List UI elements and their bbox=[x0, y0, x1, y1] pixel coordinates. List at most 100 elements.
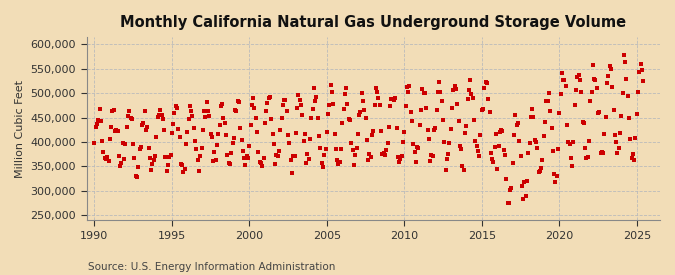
Point bbox=[94, 107, 105, 111]
Point bbox=[635, 62, 646, 67]
Point bbox=[128, 142, 138, 146]
Point bbox=[514, 139, 524, 143]
Point bbox=[614, 131, 625, 135]
Point bbox=[437, 118, 448, 122]
Point bbox=[621, 77, 632, 81]
Point bbox=[235, 126, 246, 130]
Point bbox=[515, 154, 526, 158]
Point bbox=[454, 144, 465, 148]
Point bbox=[338, 107, 349, 111]
Point bbox=[109, 128, 120, 133]
Point bbox=[212, 143, 223, 147]
Point bbox=[333, 161, 344, 166]
Point bbox=[556, 71, 567, 75]
Point bbox=[126, 117, 137, 121]
Point bbox=[412, 145, 423, 149]
Point bbox=[223, 161, 234, 165]
Point bbox=[492, 166, 503, 171]
Point bbox=[624, 116, 634, 120]
Point bbox=[209, 150, 220, 155]
Point bbox=[429, 127, 439, 132]
Point bbox=[567, 164, 578, 168]
Point bbox=[93, 118, 104, 123]
Point bbox=[560, 84, 571, 89]
Point bbox=[292, 106, 302, 111]
Point bbox=[261, 109, 271, 113]
Point bbox=[377, 152, 387, 156]
Point bbox=[605, 67, 616, 71]
Point bbox=[626, 156, 637, 161]
Point bbox=[563, 140, 574, 144]
Point bbox=[183, 116, 194, 121]
Point bbox=[89, 141, 100, 145]
Point bbox=[277, 103, 288, 108]
Point bbox=[632, 90, 643, 94]
Point bbox=[570, 88, 581, 93]
Point bbox=[286, 158, 296, 163]
Point bbox=[504, 201, 514, 206]
Point bbox=[368, 129, 379, 133]
Point bbox=[265, 95, 275, 100]
Point bbox=[169, 111, 180, 116]
Point bbox=[246, 102, 257, 107]
Point bbox=[551, 174, 562, 178]
Point bbox=[444, 140, 455, 145]
Point bbox=[304, 137, 315, 141]
Point bbox=[475, 132, 486, 137]
Point bbox=[574, 78, 585, 82]
Point bbox=[595, 150, 606, 155]
Point bbox=[464, 87, 475, 92]
Point bbox=[379, 153, 390, 157]
Point bbox=[607, 85, 618, 90]
Point bbox=[136, 145, 146, 149]
Point bbox=[555, 92, 566, 96]
Point bbox=[573, 73, 584, 77]
Point bbox=[213, 132, 223, 136]
Point bbox=[516, 184, 527, 188]
Point bbox=[433, 89, 443, 94]
Point bbox=[630, 136, 641, 140]
Point bbox=[450, 84, 460, 89]
Point bbox=[328, 102, 339, 106]
Point bbox=[525, 115, 536, 119]
Point bbox=[310, 98, 321, 103]
Point bbox=[425, 159, 435, 164]
Point bbox=[495, 128, 506, 133]
Title: Monthly California Natural Gas Underground Storage Volume: Monthly California Natural Gas Undergrou… bbox=[120, 15, 626, 30]
Point bbox=[620, 59, 630, 64]
Point bbox=[226, 151, 237, 156]
Point bbox=[178, 170, 189, 174]
Point bbox=[132, 174, 142, 179]
Point bbox=[102, 155, 113, 159]
Point bbox=[205, 132, 216, 136]
Point bbox=[439, 140, 450, 144]
Point bbox=[270, 161, 281, 166]
Point bbox=[566, 156, 576, 161]
Point bbox=[143, 146, 154, 150]
Point bbox=[597, 150, 608, 154]
Point bbox=[248, 96, 259, 101]
Point bbox=[481, 81, 492, 86]
Point bbox=[468, 118, 479, 122]
Point bbox=[385, 104, 396, 108]
Point bbox=[522, 179, 533, 184]
Point bbox=[383, 125, 394, 130]
Point bbox=[378, 150, 389, 155]
Point bbox=[423, 137, 434, 141]
Point bbox=[151, 134, 162, 139]
Point bbox=[389, 98, 400, 102]
Point bbox=[589, 77, 599, 82]
Point bbox=[281, 109, 292, 114]
Point bbox=[593, 111, 603, 115]
Point bbox=[373, 96, 384, 100]
Point bbox=[409, 150, 420, 154]
Point bbox=[584, 139, 595, 144]
Point bbox=[184, 104, 195, 109]
Point bbox=[467, 95, 478, 100]
Point bbox=[214, 122, 225, 127]
Point bbox=[549, 172, 560, 177]
Point bbox=[461, 124, 472, 128]
Point bbox=[187, 114, 198, 118]
Point bbox=[311, 94, 322, 99]
Point bbox=[345, 118, 356, 122]
